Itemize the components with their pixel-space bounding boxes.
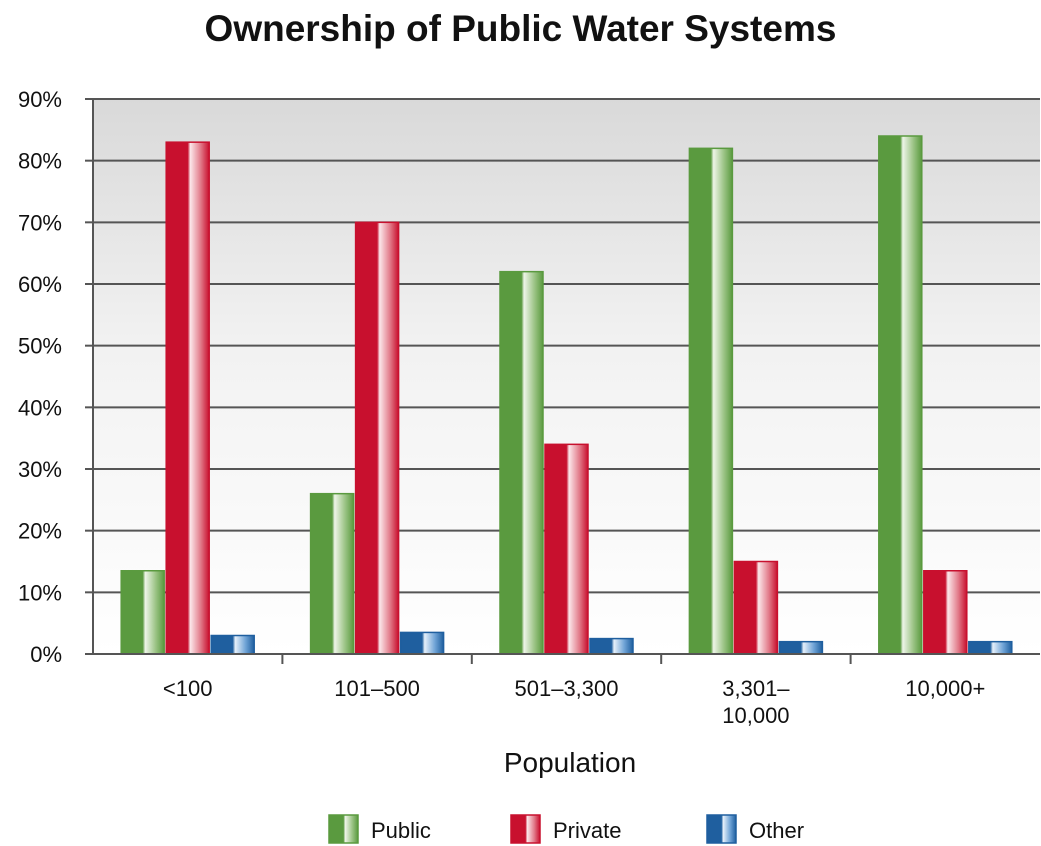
bar-private [923, 570, 968, 655]
x-tick-label-line: 501–3,300 [515, 676, 619, 701]
x-tick-label: 501–3,300 [515, 676, 619, 701]
bar-public [878, 135, 923, 655]
bar-other [210, 634, 255, 655]
bar-public [688, 147, 734, 655]
bars [120, 135, 1013, 655]
y-tick-label: 60% [18, 272, 62, 297]
bar-public [120, 570, 165, 655]
x-tick-label-line: 101–500 [334, 676, 420, 701]
x-axis-title: Population [504, 747, 636, 778]
legend-item-other: Other [706, 814, 804, 844]
bar-public [499, 270, 544, 655]
bar-other [968, 640, 1013, 655]
x-tick-label: 101–500 [334, 676, 420, 701]
bar-public [309, 492, 355, 655]
legend-swatch [510, 814, 541, 844]
y-tick-label: 40% [18, 395, 62, 420]
x-tick-label: 3,301– 10,000 [722, 676, 790, 728]
legend-item-private: Private [510, 814, 621, 844]
x-tick-label-line: <100 [163, 676, 213, 701]
x-tick-label-line: 10,000+ [905, 676, 985, 701]
axes [85, 98, 1040, 664]
bar-private [733, 560, 779, 655]
y-tick-label: 20% [18, 519, 62, 544]
y-tick-label: 80% [18, 149, 62, 174]
x-tick-label: 10,000+ [905, 676, 985, 701]
bar-private [544, 443, 589, 655]
labels: 0% 10% 20% 30% 40% 50% 60% 70% 80% 90% <100 101–500… [18, 87, 985, 728]
y-tick-label: 10% [18, 580, 62, 605]
legend-swatch [706, 814, 737, 844]
x-tick-label-line: 10,000 [722, 703, 789, 728]
y-tick-label: 50% [18, 334, 62, 359]
x-tick-label-line: 3,301– [722, 676, 790, 701]
legend-item-public: Public [328, 814, 431, 844]
legend-label: Other [749, 818, 804, 843]
y-tick-label: 30% [18, 457, 62, 482]
y-tick-label: 70% [18, 210, 62, 235]
bar-other [778, 640, 824, 655]
bar-private [354, 221, 400, 655]
bar-other [589, 637, 634, 655]
legend-label: Private [553, 818, 621, 843]
y-tick-label: 0% [30, 642, 62, 667]
x-tick-label: <100 [163, 676, 213, 701]
chart-title: Ownership of Public Water Systems [204, 8, 837, 49]
legend-label: Public [371, 818, 431, 843]
y-tick-label: 90% [18, 87, 62, 112]
legend-swatch [328, 814, 359, 844]
bar-other [399, 631, 445, 655]
bar-private [165, 141, 210, 655]
legend: Public Private Other [328, 814, 804, 844]
